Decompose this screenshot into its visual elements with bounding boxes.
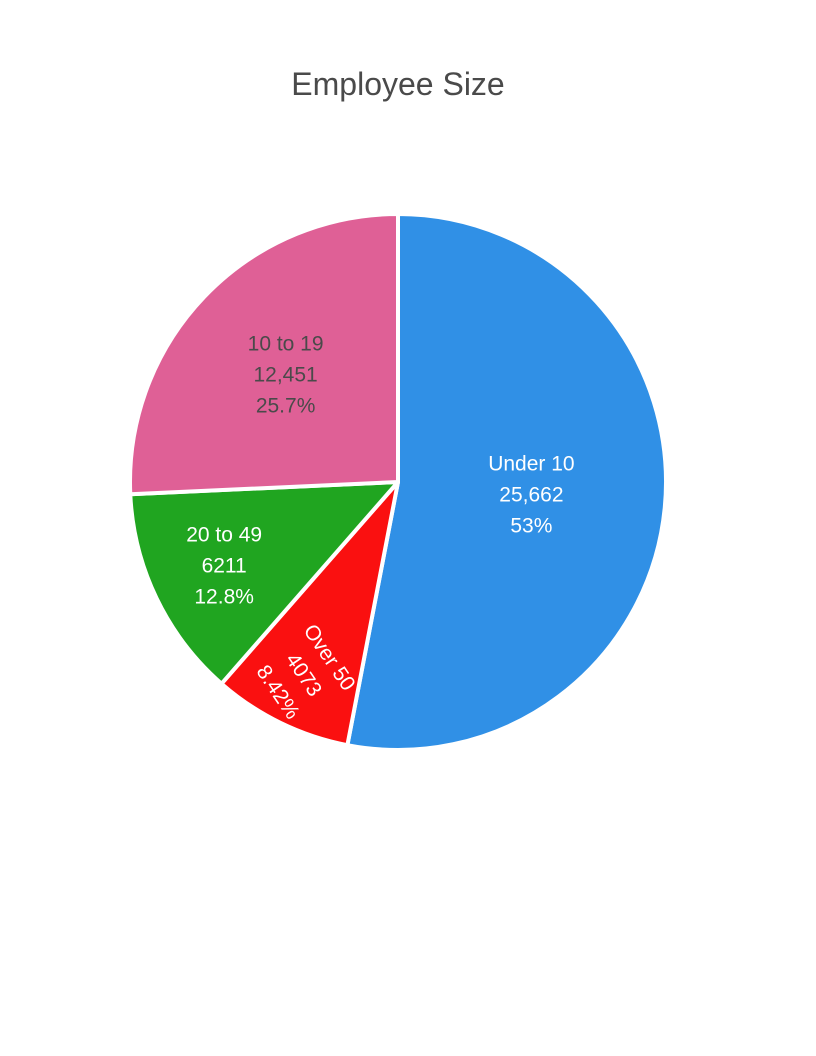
slice-percent-label: 53% xyxy=(510,515,552,538)
pie-slice-under-10 xyxy=(345,212,668,752)
slice-percent-label: 12.8% xyxy=(194,586,254,609)
slice-value-label: 25,662 xyxy=(499,484,563,507)
pie-slice-label: 10 to 19 12,451 25.7% xyxy=(248,333,324,418)
slice-category-label: Under 10 xyxy=(488,453,574,476)
pie-slice-label: 20 to 49 6211 12.8% xyxy=(186,524,262,609)
pie-slice-over-50 xyxy=(219,480,400,748)
slice-value-label: 12,451 xyxy=(253,364,317,387)
pie-slice-10-to-19 xyxy=(128,212,400,497)
slice-percent-label: 25.7% xyxy=(256,395,316,418)
chart-title: Employee Size xyxy=(291,66,505,102)
slice-category-label: 20 to 49 xyxy=(186,524,262,547)
pie-slice-label: Under 10 25,662 53% xyxy=(488,453,574,538)
pie-slice-20-to-49 xyxy=(128,480,400,686)
slice-value-label: 6211 xyxy=(202,555,247,578)
slice-category-label: 10 to 19 xyxy=(248,333,324,356)
pie-slices xyxy=(128,212,668,752)
